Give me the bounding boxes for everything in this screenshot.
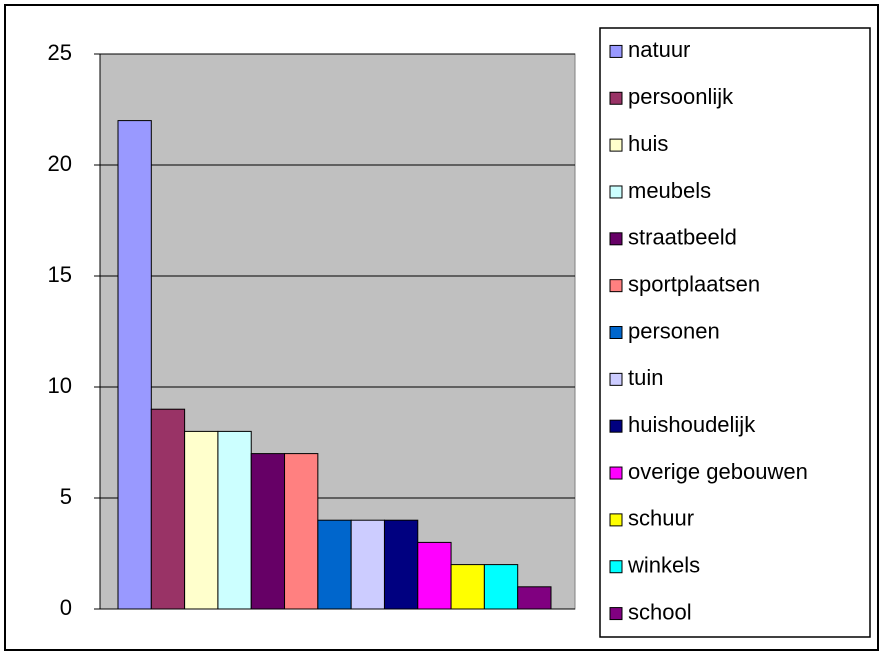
legend-label: persoonlijk — [628, 84, 734, 109]
bar — [250, 453, 286, 610]
bar — [184, 430, 219, 610]
legend-label: meubels — [628, 178, 711, 203]
y-tick-label: 5 — [60, 484, 72, 509]
legend-swatch — [609, 607, 623, 621]
bar — [284, 453, 319, 610]
legend-label: winkels — [627, 553, 700, 578]
legend-swatch — [609, 466, 623, 480]
legend-label: huis — [628, 131, 668, 156]
legend-label: straatbeeld — [628, 225, 737, 250]
legend-swatch — [609, 185, 623, 199]
y-tick-label: 0 — [60, 595, 72, 620]
bar — [517, 586, 552, 610]
legend-swatch — [609, 91, 623, 105]
y-tick-label: 15 — [48, 262, 72, 287]
legend-swatch — [609, 513, 623, 527]
legend-label: sportplaatsen — [628, 271, 760, 296]
y-tick-label: 10 — [48, 373, 72, 398]
bar — [350, 519, 385, 610]
legend-label: schuur — [628, 506, 694, 531]
legend-label: huishoudelijk — [628, 412, 756, 437]
legend-label: natuur — [628, 37, 690, 62]
legend-swatch — [609, 326, 623, 339]
bar — [450, 564, 485, 610]
bar — [117, 120, 152, 610]
legend-label: overige gebouwen — [628, 459, 808, 484]
legend-box — [599, 27, 871, 638]
bar — [150, 408, 186, 610]
legend-swatch — [609, 279, 623, 293]
y-tick-label: 25 — [48, 40, 72, 65]
y-tick-label: 20 — [48, 151, 72, 176]
legend-swatch — [609, 419, 623, 433]
legend-label: school — [628, 599, 692, 624]
legend-swatch — [609, 372, 623, 386]
legend-swatch — [609, 232, 623, 246]
bar — [217, 430, 252, 610]
legend-swatch — [609, 560, 623, 574]
bar — [317, 519, 352, 610]
legend-swatch — [609, 138, 623, 152]
bar — [483, 564, 519, 610]
legend-swatch — [609, 44, 623, 58]
bar — [383, 519, 419, 610]
legend-label: personen — [628, 318, 720, 343]
legend-label: tuin — [628, 365, 663, 390]
bar — [417, 541, 452, 610]
